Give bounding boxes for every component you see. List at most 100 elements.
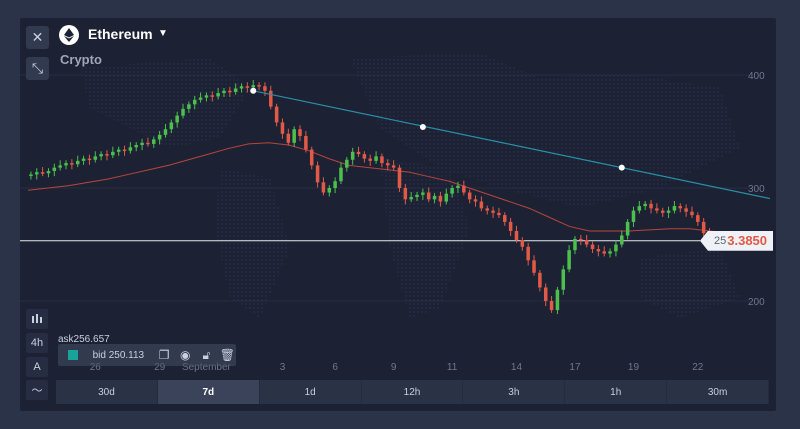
candle-up bbox=[233, 88, 238, 92]
candle-down bbox=[678, 206, 683, 209]
indicators-icon: 〜 bbox=[31, 385, 43, 397]
candle-up bbox=[35, 172, 39, 175]
candle-up bbox=[134, 145, 138, 148]
trend-line-handle[interactable] bbox=[250, 87, 257, 94]
timeframe-12h[interactable]: 12h bbox=[362, 380, 464, 404]
candle-up bbox=[216, 93, 220, 97]
interval-button[interactable]: 4h bbox=[26, 333, 48, 353]
close-icon: ✕ bbox=[31, 29, 44, 45]
asset-name[interactable]: Ethereum bbox=[88, 26, 153, 42]
y-axis: 400 300 200 bbox=[748, 71, 765, 308]
candle-down bbox=[257, 85, 261, 87]
candle-up bbox=[251, 85, 255, 88]
timeframe-30m[interactable]: 30m bbox=[667, 380, 770, 404]
candle-up bbox=[192, 99, 197, 105]
candle-down bbox=[549, 301, 554, 311]
candle-up bbox=[163, 129, 168, 135]
timeframe-1h[interactable]: 1h bbox=[565, 380, 668, 404]
x-tick-label: 26 bbox=[90, 362, 102, 373]
y-tick-label: 300 bbox=[748, 184, 765, 195]
moving-average-line bbox=[27, 142, 751, 236]
quote-box: ask256.657 bbox=[58, 334, 110, 346]
candle-down bbox=[40, 172, 45, 174]
x-tick-label: 11 bbox=[447, 362, 458, 373]
eye-icon[interactable]: ◉ bbox=[179, 348, 191, 362]
candle-down bbox=[210, 95, 215, 97]
candle-down bbox=[146, 142, 150, 145]
candle-down bbox=[426, 192, 431, 200]
candle-down bbox=[269, 90, 273, 107]
candle-up bbox=[672, 206, 677, 211]
candle-up bbox=[608, 251, 612, 254]
candle-up bbox=[116, 149, 121, 152]
candle-down bbox=[503, 215, 507, 222]
price-value: 3.3850 bbox=[727, 233, 768, 249]
candle-down bbox=[315, 165, 320, 183]
lock-icon[interactable]: 🔓︎ bbox=[202, 347, 211, 362]
candle-up bbox=[350, 151, 355, 160]
candle-up bbox=[198, 97, 203, 100]
candle-up bbox=[52, 167, 57, 172]
candle-up bbox=[555, 289, 560, 311]
close-button[interactable]: ✕ bbox=[26, 26, 49, 49]
candle-down bbox=[438, 195, 443, 202]
candle-up bbox=[111, 151, 115, 156]
candle-down bbox=[304, 136, 308, 150]
candle-down bbox=[321, 182, 326, 193]
candle-up bbox=[239, 86, 244, 89]
candle-up bbox=[345, 159, 349, 168]
candle-down bbox=[690, 211, 694, 216]
trend-line-handle[interactable] bbox=[419, 123, 426, 130]
timeframe-30d[interactable]: 30d bbox=[56, 380, 158, 404]
timeframe-3h[interactable]: 3h bbox=[463, 380, 566, 404]
candle-up bbox=[327, 188, 332, 193]
candle-up bbox=[450, 188, 454, 194]
candle-down bbox=[397, 167, 402, 188]
candle-up bbox=[140, 142, 144, 146]
candle-down bbox=[122, 149, 127, 152]
copy-icon[interactable]: ❐ bbox=[158, 348, 170, 362]
candle-up bbox=[643, 203, 647, 207]
candle-down bbox=[514, 230, 519, 240]
candle-up bbox=[561, 269, 566, 290]
timeframe-1d[interactable]: 1d bbox=[260, 380, 362, 404]
candle-down bbox=[105, 154, 109, 156]
candle-up bbox=[631, 210, 636, 222]
candle-up bbox=[415, 194, 419, 198]
timeframe-bar: 30d 7d 1d 12h 3h 1h 30m bbox=[56, 380, 770, 404]
x-tick-label: 17 bbox=[569, 362, 581, 373]
drawing-toolbar: bid 250.113 ❐ ◉ 🔓︎ 🗑︎ bbox=[58, 344, 236, 366]
candle-up bbox=[637, 206, 642, 211]
candle-up bbox=[421, 192, 425, 195]
world-map-background bbox=[80, 53, 740, 318]
trend-line-handle[interactable] bbox=[618, 164, 625, 171]
candle-down bbox=[660, 210, 665, 213]
timeframe-7d[interactable]: 7d bbox=[157, 380, 260, 404]
draw-icon: A bbox=[33, 361, 41, 373]
ethereum-icon[interactable] bbox=[59, 25, 79, 45]
expand-button[interactable]: ⤡ bbox=[26, 57, 49, 80]
candle-up bbox=[181, 108, 185, 116]
x-tick-label: 14 bbox=[511, 362, 523, 373]
candle-up bbox=[432, 195, 437, 200]
candle-down bbox=[479, 201, 484, 209]
candle-down bbox=[596, 249, 601, 252]
trend-line[interactable] bbox=[253, 90, 771, 200]
chart-type-button[interactable] bbox=[26, 309, 48, 329]
candle-down bbox=[538, 272, 542, 288]
color-swatch-icon[interactable] bbox=[64, 346, 81, 364]
asset-category: Crypto bbox=[60, 52, 102, 67]
candle-up bbox=[333, 181, 337, 188]
candle-down bbox=[403, 188, 408, 200]
candle-up bbox=[169, 122, 174, 130]
chevron-down-icon[interactable]: ▼ bbox=[158, 28, 168, 39]
trash-icon[interactable]: 🗑︎ bbox=[219, 348, 236, 362]
y-tick-label: 400 bbox=[748, 71, 765, 82]
indicators-button[interactable]: 〜 bbox=[26, 380, 48, 400]
candle-up bbox=[204, 95, 209, 98]
trend-line-handles bbox=[250, 87, 625, 171]
candle-up bbox=[409, 197, 413, 200]
drawing-tools-button[interactable]: A bbox=[26, 357, 48, 377]
x-tick-label: 29 bbox=[154, 362, 166, 373]
